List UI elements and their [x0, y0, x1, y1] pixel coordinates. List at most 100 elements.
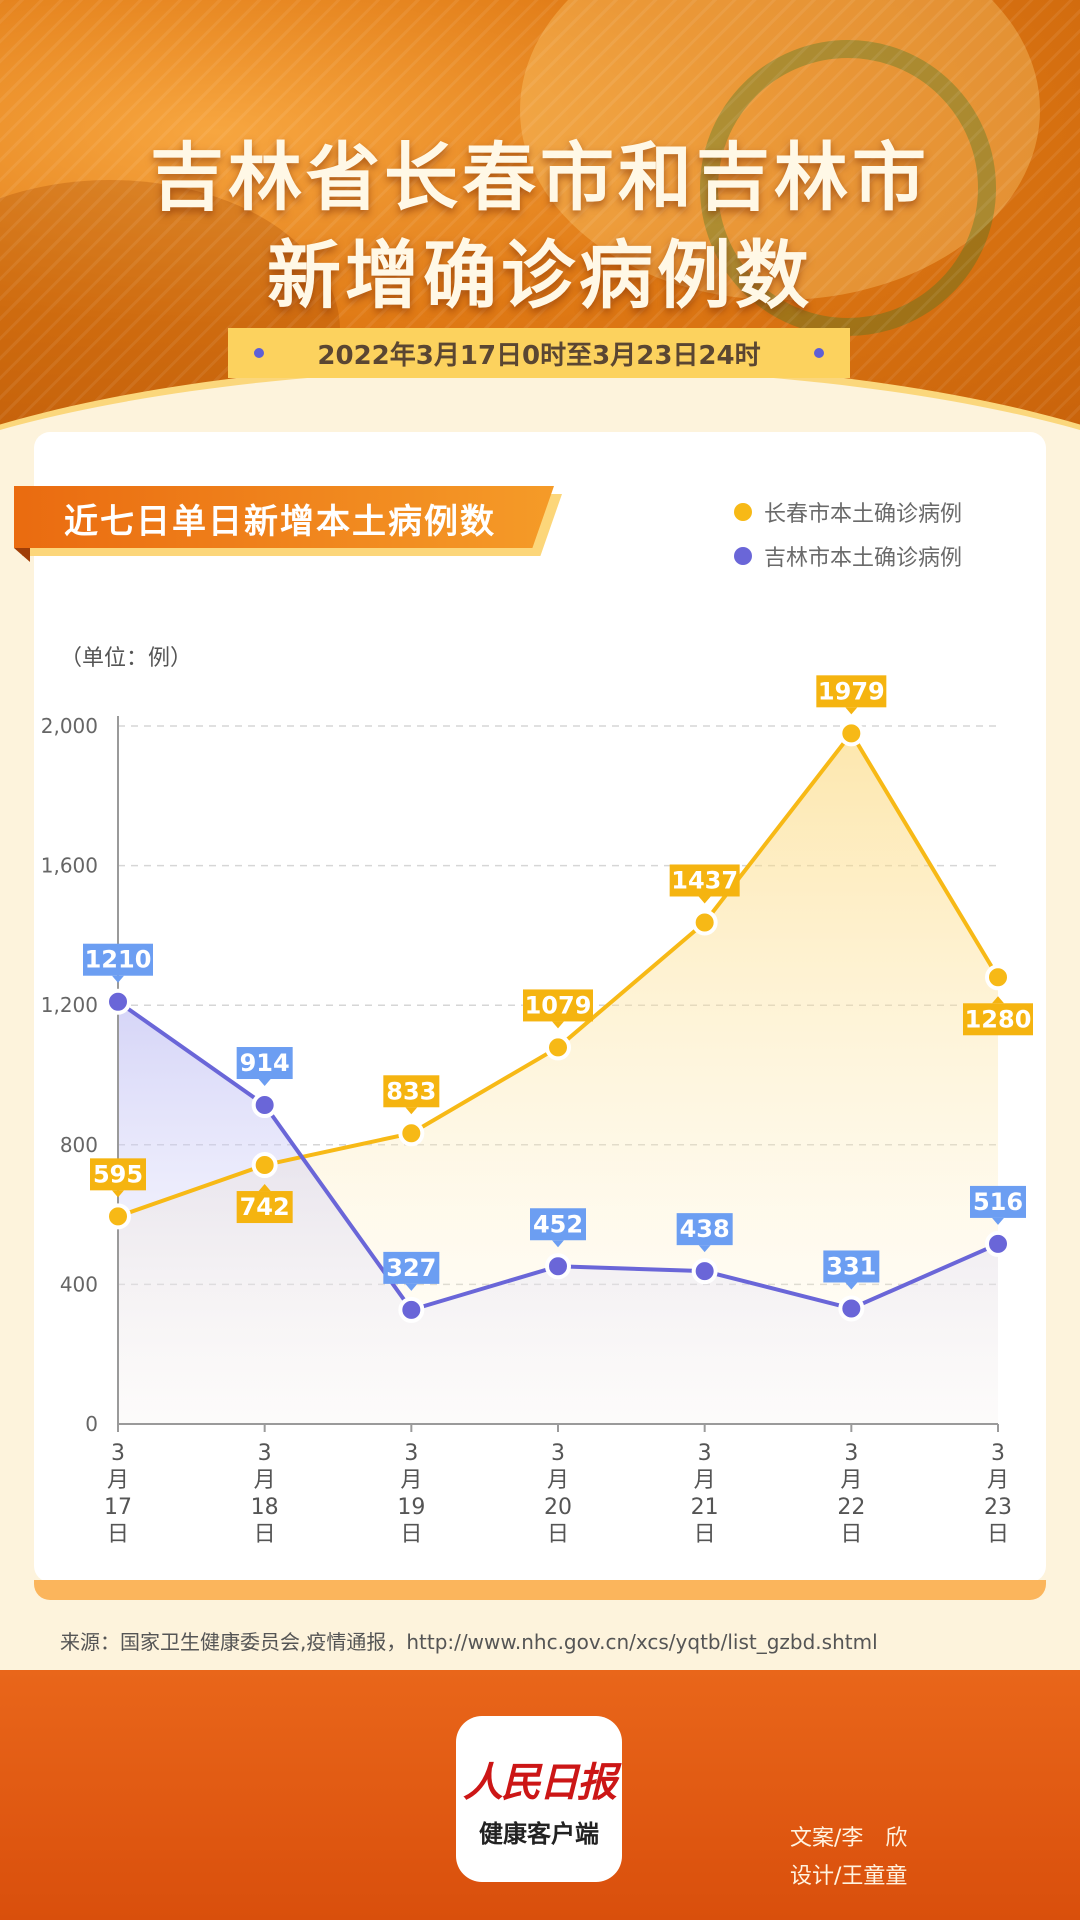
data-label-pointer [405, 1283, 418, 1291]
page-title-line1: 吉林省长春市和吉林市 [150, 135, 930, 221]
data-label-box [530, 1208, 586, 1241]
data-label: 914 [240, 1049, 290, 1077]
data-label: 1210 [85, 946, 152, 974]
data-label: 1979 [818, 677, 885, 705]
data-label: 742 [240, 1193, 290, 1221]
data-label-box [383, 1251, 440, 1284]
x-tick-label: 月 [400, 1468, 422, 1493]
x-tick-label: 17 [104, 1495, 132, 1520]
x-tick-label: 21 [691, 1495, 719, 1520]
x-tick-label: 日 [840, 1522, 862, 1547]
line-chart: 04008001,2001,6002,0003月17日3月18日3月19日3月2… [41, 675, 1033, 1547]
data-point [105, 988, 131, 1015]
chart-card-bottom-edge [34, 1580, 1046, 1600]
x-tick-label: 3 [991, 1441, 1005, 1466]
y-tick-label: 400 [60, 1272, 98, 1296]
date-bar-dot-left [254, 348, 264, 358]
data-point [398, 1120, 425, 1147]
section-title: 近七日单日新增本土病例数 [64, 502, 496, 542]
data-label-box [669, 864, 740, 897]
x-tick-label: 日 [694, 1522, 716, 1547]
legend-label-changchun: 长春市本土确诊病例 [764, 502, 963, 527]
y-unit-label: （单位：例） [60, 646, 193, 671]
data-label-pointer [258, 1184, 271, 1192]
x-tick-label: 日 [547, 1522, 569, 1547]
data-label: 833 [386, 1077, 436, 1105]
x-tick-label: 日 [987, 1522, 1009, 1547]
data-label-box [970, 1185, 1026, 1218]
data-label-box [823, 1250, 880, 1283]
data-label-box [816, 675, 887, 708]
logo-subtitle: 健康客户端 [479, 1819, 599, 1848]
data-label-pointer [698, 1245, 711, 1253]
data-point [398, 1296, 425, 1323]
data-label-pointer [845, 1282, 858, 1290]
data-point [838, 1295, 865, 1322]
x-tick-label: 20 [544, 1495, 572, 1520]
y-tick-label: 1,600 [41, 854, 98, 878]
x-tick-label: 23 [984, 1495, 1012, 1520]
data-label-box [83, 943, 153, 976]
section-ribbon-fold [14, 548, 30, 562]
credit-copywriter: 文案/李 欣 [790, 1826, 908, 1851]
data-label: 595 [93, 1160, 143, 1188]
data-point [838, 720, 865, 747]
legend-item-changchun: 长春市本土确诊病例 [734, 490, 962, 534]
header-banner: 吉林省长春市和吉林市 新增确诊病例数 2022年3月17日0时至3月23日24时 [0, 0, 1080, 440]
x-tick-label: 19 [397, 1495, 425, 1520]
data-label: 452 [533, 1210, 583, 1238]
x-tick-label: 日 [254, 1522, 276, 1547]
data-point [691, 909, 718, 936]
x-tick-label: 日 [400, 1522, 422, 1547]
date-range-bar: 2022年3月17日0时至3月23日24时 [228, 328, 850, 378]
peoples-daily-logo: 人民日报 健康客户端 [456, 1716, 622, 1882]
x-tick-label: 3 [551, 1441, 565, 1466]
data-point [251, 1152, 278, 1179]
data-label-pointer [552, 1240, 564, 1248]
legend-dot-changchun [734, 503, 752, 521]
y-tick-label: 2,000 [41, 714, 98, 738]
data-label-box [676, 1213, 733, 1246]
data-label: 516 [973, 1188, 1023, 1216]
data-label-box [90, 1158, 146, 1191]
data-label-box [523, 989, 593, 1022]
x-tick-label: 月 [694, 1468, 716, 1493]
data-point [105, 1203, 131, 1230]
data-label-pointer [112, 1190, 124, 1198]
data-label-pointer [258, 1079, 271, 1087]
data-label: 327 [386, 1254, 436, 1282]
y-tick-label: 0 [85, 1412, 98, 1436]
y-tick-label: 1,200 [41, 993, 98, 1017]
x-tick-label: 3 [258, 1441, 272, 1466]
x-tick-label: 月 [987, 1468, 1009, 1493]
data-label: 438 [680, 1215, 730, 1243]
date-range-text: 2022年3月17日0时至3月23日24时 [317, 340, 761, 371]
data-point [545, 1253, 571, 1280]
data-point [985, 1230, 1011, 1257]
data-point [251, 1092, 278, 1119]
data-label-pointer [845, 707, 858, 715]
data-label-pointer [992, 996, 1004, 1004]
data-label: 1437 [671, 866, 738, 894]
data-point [691, 1258, 718, 1285]
legend-item-jilin: 吉林市本土确诊病例 [734, 534, 962, 578]
x-tick-label: 月 [547, 1468, 569, 1493]
credit-designer: 设计/王童童 [790, 1864, 908, 1889]
data-label: 331 [826, 1252, 876, 1280]
logo-calligraphy: 人民日报 [463, 1758, 617, 1806]
x-tick-label: 22 [837, 1495, 865, 1520]
data-label-box [236, 1047, 293, 1080]
chart-legend: 长春市本土确诊病例 吉林市本土确诊病例 [734, 490, 962, 578]
data-label-pointer [992, 1217, 1004, 1225]
data-label-box [963, 1003, 1033, 1036]
data-label: 1079 [525, 991, 592, 1019]
y-tick-label: 800 [60, 1133, 98, 1157]
source-note: 来源：国家卫生健康委员会,疫情通报，http://www.nhc.gov.cn/… [60, 1630, 878, 1654]
section-ribbon [14, 486, 554, 548]
x-tick-label: 3 [698, 1441, 712, 1466]
series-area [118, 1001, 998, 1424]
x-tick-label: 月 [107, 1468, 129, 1493]
data-label-box [383, 1075, 440, 1108]
data-point [545, 1034, 571, 1061]
x-tick-label: 月 [254, 1468, 276, 1493]
